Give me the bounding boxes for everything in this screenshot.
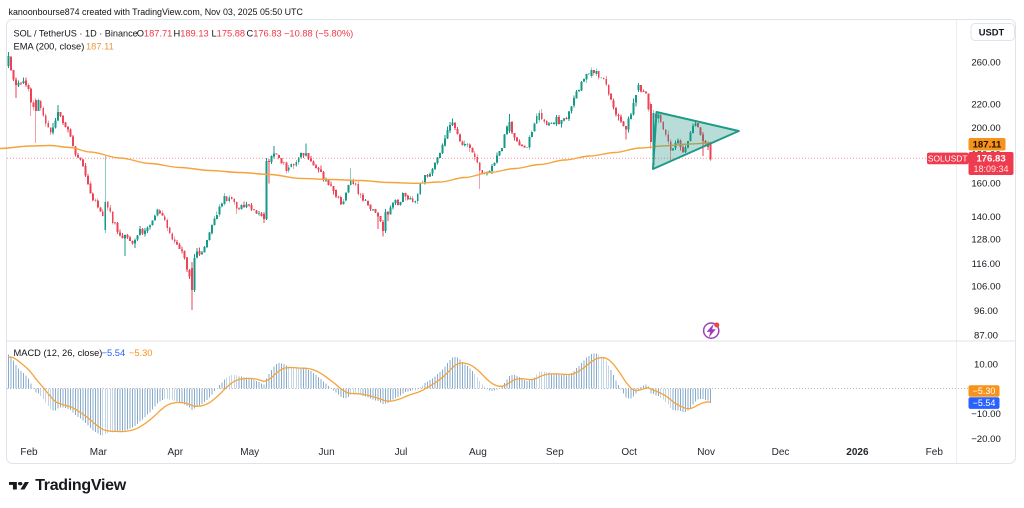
svg-text:SOLUSDT: SOLUSDT bbox=[928, 153, 968, 163]
svg-text:−10.00: −10.00 bbox=[971, 409, 1001, 420]
svg-text:kanoonbourse874 created with T: kanoonbourse874 created with TradingView… bbox=[9, 7, 304, 17]
svg-text:116.00: 116.00 bbox=[972, 259, 1001, 270]
svg-text:160.00: 160.00 bbox=[971, 179, 1000, 190]
svg-text:Feb: Feb bbox=[926, 447, 944, 458]
svg-text:200.00: 200.00 bbox=[971, 123, 1000, 134]
svg-text:USDT: USDT bbox=[979, 26, 1005, 37]
svg-text:C176.83: C176.83 bbox=[247, 28, 282, 38]
svg-text:18:09:34: 18:09:34 bbox=[973, 164, 1008, 174]
svg-text:−5.54: −5.54 bbox=[102, 348, 126, 358]
svg-text:96.00: 96.00 bbox=[974, 306, 998, 317]
svg-text:176.83: 176.83 bbox=[976, 154, 1005, 165]
svg-text:106.00: 106.00 bbox=[971, 281, 1000, 292]
svg-text:TradingView: TradingView bbox=[35, 477, 127, 494]
svg-text:−5.30: −5.30 bbox=[973, 386, 996, 396]
svg-text:SOL / TetherUS · 1D · Binance: SOL / TetherUS · 1D · Binance bbox=[14, 28, 138, 38]
svg-text:260.00: 260.00 bbox=[971, 58, 1000, 69]
svg-text:MACD (12, 26, close): MACD (12, 26, close) bbox=[14, 348, 103, 358]
svg-text:87.00: 87.00 bbox=[974, 331, 998, 342]
svg-text:140.00: 140.00 bbox=[971, 212, 1000, 223]
svg-text:Jun: Jun bbox=[319, 447, 335, 458]
svg-text:187.11: 187.11 bbox=[973, 140, 1002, 151]
svg-text:Sep: Sep bbox=[546, 447, 564, 458]
svg-text:2026: 2026 bbox=[846, 447, 869, 458]
svg-text:Dec: Dec bbox=[772, 447, 790, 458]
svg-text:May: May bbox=[240, 447, 259, 458]
svg-text:Nov: Nov bbox=[697, 447, 715, 458]
svg-text:Mar: Mar bbox=[90, 447, 108, 458]
svg-text:EMA (200, close): EMA (200, close) bbox=[14, 42, 85, 52]
svg-text:Feb: Feb bbox=[20, 447, 38, 458]
svg-text:Jul: Jul bbox=[395, 447, 408, 458]
svg-text:220.00: 220.00 bbox=[971, 100, 1000, 111]
svg-text:H189.13: H189.13 bbox=[174, 28, 209, 38]
svg-text:−5.30: −5.30 bbox=[129, 348, 153, 358]
svg-text:−5.54: −5.54 bbox=[973, 398, 996, 408]
svg-text:Aug: Aug bbox=[469, 447, 487, 458]
svg-text:O187.71: O187.71 bbox=[137, 28, 173, 38]
svg-text:L175.88: L175.88 bbox=[212, 28, 246, 38]
svg-text:10.00: 10.00 bbox=[974, 360, 998, 371]
svg-text:187.11: 187.11 bbox=[86, 42, 114, 52]
svg-text:Oct: Oct bbox=[621, 447, 637, 458]
svg-text:Apr: Apr bbox=[168, 447, 184, 458]
svg-text:128.00: 128.00 bbox=[971, 234, 1000, 245]
svg-text:−20.00: −20.00 bbox=[971, 434, 1001, 445]
svg-text:−10.88 (−5.80%): −10.88 (−5.80%) bbox=[284, 28, 353, 38]
